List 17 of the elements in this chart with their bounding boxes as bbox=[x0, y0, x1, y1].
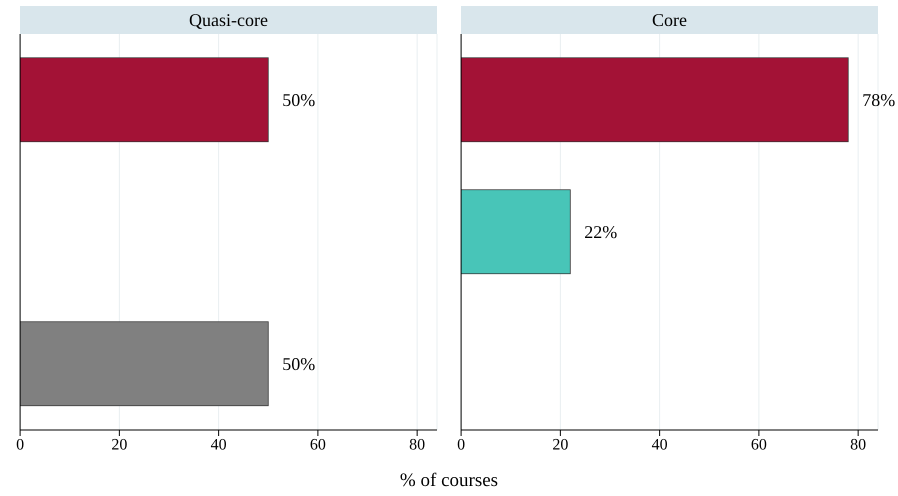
x-tick-label: 40 bbox=[210, 436, 227, 454]
data-label: 22% bbox=[584, 222, 618, 242]
data-label: 78% bbox=[862, 90, 896, 110]
x-tick-label: 40 bbox=[652, 436, 668, 454]
data-label: 50% bbox=[282, 90, 316, 110]
x-tick-label: 0 bbox=[457, 436, 466, 454]
chart-title: Core bbox=[461, 6, 878, 34]
chart-title: Quasi-core bbox=[20, 6, 437, 34]
x-tick-label: 80 bbox=[409, 436, 426, 454]
data-label: 50% bbox=[282, 354, 316, 374]
x-tick-label: 0 bbox=[16, 436, 24, 454]
x-tick-label: 80 bbox=[850, 436, 866, 454]
x-axis-title: % of courses bbox=[398, 470, 500, 492]
x-tick-label: 20 bbox=[552, 436, 568, 454]
x-tick-label: 60 bbox=[310, 436, 326, 454]
x-tick-label: 20 bbox=[111, 436, 128, 454]
x-tick-label: 60 bbox=[750, 436, 767, 454]
